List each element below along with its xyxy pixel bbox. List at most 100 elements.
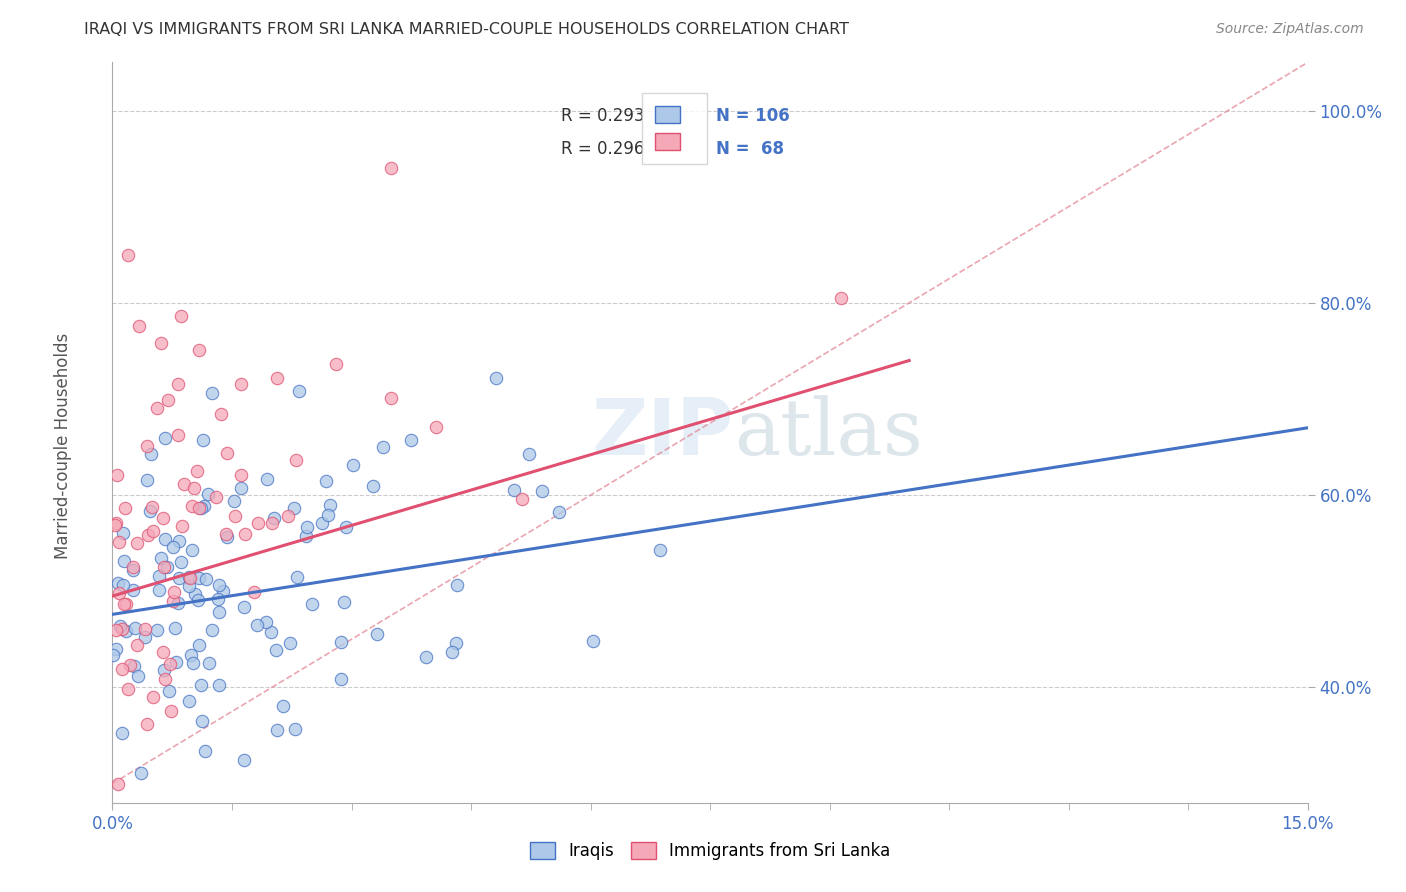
Text: R = 0.296: R = 0.296 [561, 140, 644, 158]
Point [157, 684, 180, 698]
Point [190, 501, 212, 516]
Point [149, 335, 172, 350]
Point [193, 499, 215, 513]
Point [114, 597, 136, 611]
Point [135, 717, 157, 731]
Point [184, 586, 207, 600]
Point [517, 447, 540, 461]
Point [191, 433, 214, 447]
Point [142, 524, 165, 538]
Point [121, 564, 143, 578]
Point [254, 615, 277, 630]
Point [139, 504, 162, 518]
Point [153, 672, 176, 686]
Point [159, 657, 181, 672]
Point [204, 490, 226, 504]
Point [162, 593, 184, 607]
Point [276, 509, 298, 524]
Point [162, 540, 184, 554]
Point [104, 516, 127, 530]
Point [510, 491, 533, 506]
Point [242, 585, 264, 599]
Point [217, 446, 239, 460]
Point [246, 516, 269, 531]
Text: N =  68: N = 68 [716, 140, 785, 158]
Point [401, 433, 423, 447]
Point [135, 473, 157, 487]
Point [179, 694, 201, 708]
Point [155, 431, 177, 445]
Point [332, 595, 354, 609]
Point [163, 584, 186, 599]
Point [122, 560, 145, 574]
Point [187, 501, 209, 516]
Point [233, 527, 256, 541]
Text: ZIP: ZIP [592, 394, 734, 471]
Point [187, 592, 209, 607]
Point [263, 511, 285, 525]
Point [190, 678, 212, 692]
Point [208, 578, 231, 592]
Point [441, 645, 464, 659]
Point [190, 714, 212, 728]
Point [231, 481, 253, 495]
Point [329, 635, 352, 649]
Point [264, 643, 287, 657]
Point [366, 626, 388, 640]
Point [139, 447, 162, 461]
Point [207, 591, 229, 606]
Point [111, 726, 134, 740]
Point [260, 625, 283, 640]
Point [311, 516, 333, 530]
Point [273, 699, 295, 714]
Point [115, 624, 138, 639]
Point [112, 525, 135, 540]
Point [125, 638, 148, 652]
Point [122, 659, 145, 673]
Point [342, 458, 364, 472]
Point [128, 318, 150, 333]
Point [201, 623, 224, 637]
Point [104, 623, 127, 637]
Point [256, 471, 278, 485]
Point [315, 475, 337, 489]
Point [224, 508, 246, 523]
Point [201, 386, 224, 401]
Point [136, 439, 159, 453]
Point [172, 519, 194, 533]
Point [114, 501, 136, 516]
Point [188, 638, 211, 652]
Point [107, 576, 129, 591]
Point [325, 357, 347, 371]
Point [582, 633, 605, 648]
Point [129, 766, 152, 780]
Point [148, 569, 170, 583]
Point [142, 690, 165, 705]
Point [187, 343, 209, 357]
Point [415, 650, 437, 665]
Point [124, 621, 146, 635]
Point [127, 668, 149, 682]
Point [101, 648, 124, 662]
Point [231, 468, 253, 483]
Point [146, 624, 169, 638]
Point [138, 528, 160, 542]
Point [266, 723, 288, 737]
Point [194, 572, 217, 586]
Text: Source: ZipAtlas.com: Source: ZipAtlas.com [1216, 22, 1364, 37]
Point [141, 500, 163, 514]
Point [181, 499, 204, 513]
Point [111, 622, 134, 636]
Point [112, 597, 135, 611]
Point [502, 483, 524, 497]
Point [134, 630, 156, 644]
Point [295, 520, 318, 534]
Point [425, 420, 447, 434]
Point [107, 776, 129, 790]
Point [179, 570, 201, 584]
Point [150, 550, 173, 565]
Point [155, 560, 177, 574]
Point [167, 428, 190, 442]
Point [186, 464, 208, 478]
Point [194, 744, 217, 758]
